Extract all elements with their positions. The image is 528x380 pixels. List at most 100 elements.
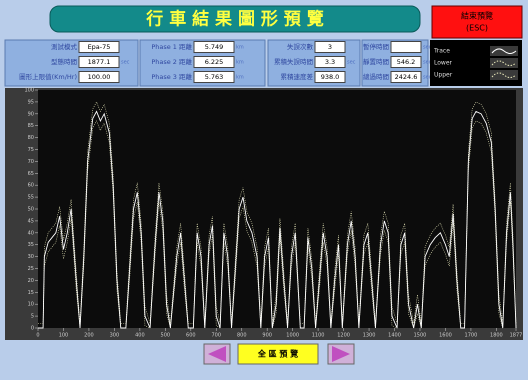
- field-unit: sec: [423, 75, 432, 81]
- overview-button[interactable]: 全 區 預 覽: [237, 343, 319, 365]
- field-label: 失誤次數: [287, 42, 314, 51]
- field-box: [390, 41, 422, 53]
- y-tick-label: 45: [28, 218, 34, 224]
- y-tick-label: 60: [28, 183, 34, 189]
- series-line: [38, 101, 517, 324]
- field-label: 型態時間: [51, 57, 77, 66]
- y-tick-label: 55: [28, 195, 34, 201]
- y-tick-label: 50: [28, 207, 34, 213]
- legend-label: Trace: [433, 48, 450, 55]
- y-tick-label: 10: [28, 302, 34, 308]
- y-tick-label: 80: [28, 135, 34, 141]
- x-tick-label: 1000: [286, 333, 299, 339]
- field-label: 累積失誤時間: [274, 57, 313, 66]
- overview-button-label[interactable]: 全 區 預 覽: [257, 349, 298, 359]
- field-unit: km: [236, 60, 244, 66]
- legend-swatch: [491, 48, 517, 54]
- exit-button-face[interactable]: [431, 5, 523, 39]
- field-label: 累積速度差: [281, 72, 314, 81]
- field-value: 5.763: [205, 73, 224, 81]
- field-unit: km: [236, 45, 244, 51]
- field-label: 總過時間: [363, 72, 389, 81]
- field-label: 圖形上限值(Km/Hr): [19, 72, 77, 81]
- title-bar: [49, 5, 421, 33]
- exit-button-label[interactable]: 結束預覽: [461, 11, 493, 21]
- field-box: [314, 71, 346, 83]
- field-box: [78, 71, 120, 83]
- field-box: [314, 41, 346, 53]
- field-box: [78, 41, 120, 53]
- field-unit: sec: [347, 60, 356, 66]
- x-tick-label: 800: [237, 333, 247, 339]
- y-tick-label: 90: [28, 111, 34, 117]
- field-unit: sec: [423, 60, 432, 66]
- field-unit: sec: [121, 60, 130, 66]
- exit-button[interactable]: 結束預覽 (ESC): [431, 5, 523, 39]
- x-tick-label: 500: [161, 333, 171, 339]
- next-button[interactable]: [327, 343, 355, 365]
- field-value: 1877.1: [88, 58, 111, 66]
- y-tick-label: 40: [28, 230, 34, 236]
- y-tick-label: 70: [28, 159, 34, 165]
- field-value: 6.225: [205, 58, 224, 66]
- legend-swatch-bg: [490, 58, 518, 68]
- y-tick-label: 85: [28, 123, 34, 129]
- y-tick-label: 25: [28, 266, 34, 272]
- field-value: 3.3: [325, 58, 335, 66]
- field-value: 546.2: [397, 58, 416, 66]
- field-box: [390, 56, 422, 68]
- field-value: 5.749: [205, 43, 224, 51]
- y-tick-label: 30: [28, 254, 34, 260]
- field-label: Phase 1 距離: [151, 42, 192, 51]
- field-label: 暫停時間: [363, 42, 389, 51]
- field-box: [314, 56, 346, 68]
- field-value: 3: [328, 43, 332, 51]
- legend-swatch-bg: [490, 70, 518, 80]
- y-tick-label: 95: [28, 99, 34, 105]
- y-tick-label: 5: [31, 314, 34, 320]
- x-tick-label: 600: [186, 333, 196, 339]
- legend-label: Upper: [434, 72, 453, 79]
- y-tick-label: 75: [28, 147, 34, 153]
- prev-button[interactable]: [203, 343, 231, 365]
- x-tick-label: 900: [262, 333, 272, 339]
- x-tick-label: 1200: [337, 333, 350, 339]
- field-value: 2424.6: [395, 73, 418, 81]
- next-arrow[interactable]: [332, 346, 350, 362]
- exit-button-key[interactable]: (ESC): [466, 24, 488, 33]
- y-tick-label: 65: [28, 171, 34, 177]
- x-tick-label: 1300: [363, 333, 376, 339]
- x-tick-label: 400: [135, 333, 145, 339]
- x-tick-label: 1500: [414, 333, 427, 339]
- x-tick-label: 1700: [465, 333, 478, 339]
- series-line: [38, 110, 517, 329]
- legend-label: Lower: [434, 60, 453, 67]
- field-value: 938.0: [321, 73, 340, 81]
- field-box: [78, 56, 120, 68]
- x-tick-label: 0: [36, 333, 39, 339]
- overview-button-face[interactable]: [237, 343, 319, 365]
- field-label: Phase 2 距離: [151, 57, 192, 66]
- field-box: [193, 56, 235, 68]
- x-tick-label: 200: [84, 333, 94, 339]
- x-tick-label: 300: [110, 333, 120, 339]
- x-tick-label: 1877: [510, 333, 523, 339]
- x-tick-label: 1600: [439, 333, 452, 339]
- y-tick-label: 0: [31, 326, 34, 332]
- x-tick-label: 1100: [312, 333, 325, 339]
- y-tick-label: 100: [24, 88, 34, 94]
- x-tick-label: 700: [211, 333, 221, 339]
- field-label: 靜置時間: [363, 57, 389, 66]
- y-tick-label: 20: [28, 278, 34, 284]
- y-tick-label: 15: [28, 290, 34, 296]
- field-box: [193, 41, 235, 53]
- field-unit: km: [236, 75, 244, 81]
- prev-arrow[interactable]: [208, 346, 226, 362]
- title: 行 車 結 果 圖 形 預 覽: [145, 9, 323, 30]
- field-value: 100.00: [88, 73, 111, 81]
- field-box: [193, 71, 235, 83]
- x-tick-label: 1800: [490, 333, 503, 339]
- field-label: Phase 3 距離: [151, 72, 192, 81]
- field-unit: sec: [423, 45, 432, 51]
